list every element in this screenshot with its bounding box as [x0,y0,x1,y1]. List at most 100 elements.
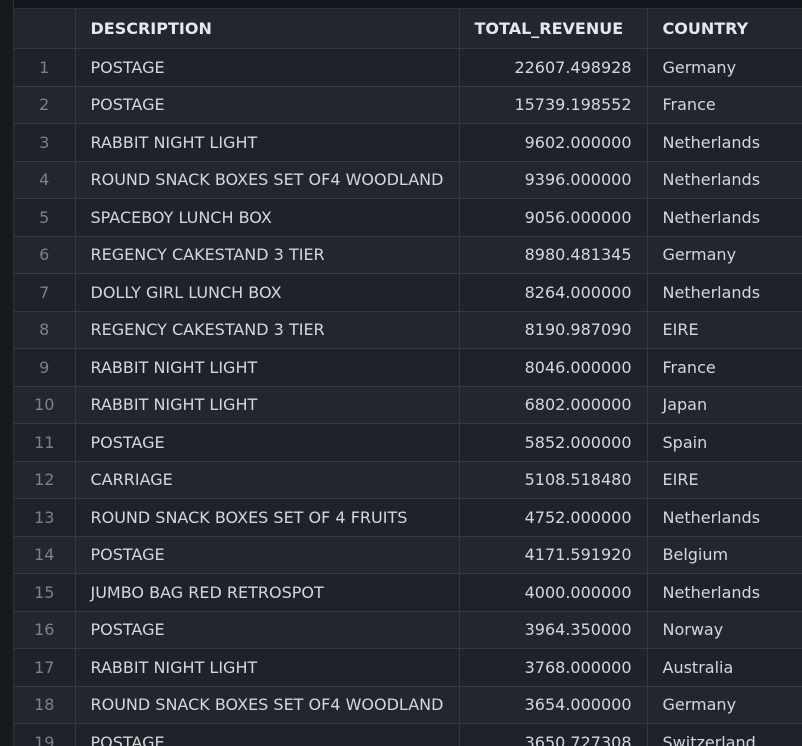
country-cell[interactable]: Belgium [647,536,802,574]
total-revenue-cell[interactable]: 9602.000000 [459,123,648,162]
description-cell[interactable]: REGENCY CAKESTAND 3 TIER [75,311,460,349]
row-index-cell[interactable]: 14 [14,536,76,574]
description-cell[interactable]: POSTAGE [75,86,460,124]
row-index-cell[interactable]: 19 [14,723,76,746]
country-cell[interactable]: Netherlands [647,198,802,237]
table-row[interactable]: 9 RABBIT NIGHT LIGHT 8046.000000 France [14,348,802,387]
table-row[interactable]: 14 POSTAGE 4171.591920 Belgium [14,536,802,574]
country-cell[interactable]: Netherlands [647,161,802,199]
table-row[interactable]: 7 DOLLY GIRL LUNCH BOX 8264.000000 Netherla… [14,273,802,312]
row-index-cell[interactable]: 2 [14,86,76,124]
total-revenue-cell[interactable]: 8046.000000 [459,348,648,387]
total-revenue-cell[interactable]: 15739.198552 [459,86,648,124]
total-revenue-cell[interactable]: 9056.000000 [459,198,648,237]
description-cell[interactable]: ROUND SNACK BOXES SET OF4 WOODLAND [75,686,460,724]
row-index-cell[interactable]: 15 [14,573,76,612]
table-row[interactable]: 10 RABBIT NIGHT LIGHT 6802.000000 Japan [14,386,802,424]
total-revenue-cell[interactable]: 6802.000000 [459,386,648,424]
country-cell[interactable]: Netherlands [647,123,802,162]
description-cell[interactable]: POSTAGE [75,723,460,746]
country-cell[interactable]: Netherlands [647,273,802,312]
row-index-cell[interactable]: 16 [14,611,76,649]
table-row[interactable]: 5 SPACEBOY LUNCH BOX 9056.000000 Netherland… [14,198,802,237]
panel-top-border [0,0,802,9]
country-cell[interactable]: Japan [647,386,802,424]
description-cell[interactable]: ROUND SNACK BOXES SET OF 4 FRUITS [75,498,460,537]
country-cell[interactable]: Switzerland [647,723,802,746]
table-row[interactable]: 17 RABBIT NIGHT LIGHT 3768.000000 Australia [14,648,802,687]
table-row[interactable]: 12 CARRIAGE 5108.518480 EIRE [14,461,802,499]
table-row[interactable]: 4 ROUND SNACK BOXES SET OF4 WOODLAND 9396.… [14,161,802,199]
table-row[interactable]: 11 POSTAGE 5852.000000 Spain [14,423,802,462]
row-index-cell[interactable]: 18 [14,686,76,724]
row-index-cell[interactable]: 1 [14,48,76,87]
column-header-index[interactable] [14,9,76,49]
table-row[interactable]: 6 REGENCY CAKESTAND 3 TIER 8980.481345 Germ… [14,236,802,274]
country-cell[interactable]: Netherlands [647,573,802,612]
total-revenue-cell[interactable]: 3964.350000 [459,611,648,649]
total-revenue-cell[interactable]: 4000.000000 [459,573,648,612]
description-cell[interactable]: POSTAGE [75,423,460,462]
country-cell[interactable]: Germany [647,686,802,724]
country-cell[interactable]: France [647,348,802,387]
column-header-country[interactable]: COUNTRY [647,9,802,49]
total-revenue-cell[interactable]: 9396.000000 [459,161,648,199]
table-row[interactable]: 18 ROUND SNACK BOXES SET OF4 WOODLAND 3654… [14,686,802,724]
description-cell[interactable]: POSTAGE [75,611,460,649]
description-cell[interactable]: DOLLY GIRL LUNCH BOX [75,273,460,312]
country-cell[interactable]: Netherlands [647,498,802,537]
row-index-cell[interactable]: 3 [14,123,76,162]
table-row[interactable]: 13 ROUND SNACK BOXES SET OF 4 FRUITS 4752.… [14,498,802,537]
description-cell[interactable]: POSTAGE [75,48,460,87]
total-revenue-cell[interactable]: 4752.000000 [459,498,648,537]
row-index-cell[interactable]: 4 [14,161,76,199]
row-index-cell[interactable]: 8 [14,311,76,349]
total-revenue-cell[interactable]: 8190.987090 [459,311,648,349]
total-revenue-cell[interactable]: 3768.000000 [459,648,648,687]
row-index-cell[interactable]: 7 [14,273,76,312]
table-row[interactable]: 15 JUMBO BAG RED RETROSPOT 4000.000000 Neth… [14,573,802,612]
country-cell[interactable]: EIRE [647,461,802,499]
table-row[interactable]: 8 REGENCY CAKESTAND 3 TIER 8190.987090 EIRE [14,311,802,349]
table-row[interactable]: 19 POSTAGE 3650.727308 Switzerland [14,723,802,746]
row-index-cell[interactable]: 10 [14,386,76,424]
description-cell[interactable]: ROUND SNACK BOXES SET OF4 WOODLAND [75,161,460,199]
description-cell[interactable]: RABBIT NIGHT LIGHT [75,348,460,387]
table-row[interactable]: 16 POSTAGE 3964.350000 Norway [14,611,802,649]
description-cell[interactable]: SPACEBOY LUNCH BOX [75,198,460,237]
row-index-cell[interactable]: 5 [14,198,76,237]
total-revenue-cell[interactable]: 22607.498928 [459,48,648,87]
country-cell[interactable]: France [647,86,802,124]
total-revenue-cell[interactable]: 4171.591920 [459,536,648,574]
total-revenue-cell[interactable]: 5852.000000 [459,423,648,462]
description-cell[interactable]: JUMBO BAG RED RETROSPOT [75,573,460,612]
description-cell[interactable]: RABBIT NIGHT LIGHT [75,386,460,424]
table-row[interactable]: 2 POSTAGE 15739.198552 France [14,86,802,124]
total-revenue-cell[interactable]: 3654.000000 [459,686,648,724]
country-cell[interactable]: Germany [647,236,802,274]
description-cell[interactable]: CARRIAGE [75,461,460,499]
row-index-cell[interactable]: 6 [14,236,76,274]
country-cell[interactable]: Germany [647,48,802,87]
row-index-cell[interactable]: 11 [14,423,76,462]
table-row[interactable]: 1 POSTAGE 22607.498928 Germany [14,48,802,87]
description-cell[interactable]: RABBIT NIGHT LIGHT [75,123,460,162]
row-index-cell[interactable]: 9 [14,348,76,387]
country-cell[interactable]: Australia [647,648,802,687]
row-index-cell[interactable]: 13 [14,498,76,537]
country-cell[interactable]: EIRE [647,311,802,349]
country-cell[interactable]: Norway [647,611,802,649]
description-cell[interactable]: REGENCY CAKESTAND 3 TIER [75,236,460,274]
column-header-description[interactable]: DESCRIPTION [75,9,460,49]
row-index-cell[interactable]: 17 [14,648,76,687]
total-revenue-cell[interactable]: 3650.727308 [459,723,648,746]
row-index-cell[interactable]: 12 [14,461,76,499]
total-revenue-cell[interactable]: 8980.481345 [459,236,648,274]
total-revenue-cell[interactable]: 8264.000000 [459,273,648,312]
total-revenue-cell[interactable]: 5108.518480 [459,461,648,499]
description-cell[interactable]: RABBIT NIGHT LIGHT [75,648,460,687]
table-row[interactable]: 3 RABBIT NIGHT LIGHT 9602.000000 Netherland… [14,123,802,162]
description-cell[interactable]: POSTAGE [75,536,460,574]
country-cell[interactable]: Spain [647,423,802,462]
column-header-total-revenue[interactable]: TOTAL_REVENUE [459,9,648,49]
